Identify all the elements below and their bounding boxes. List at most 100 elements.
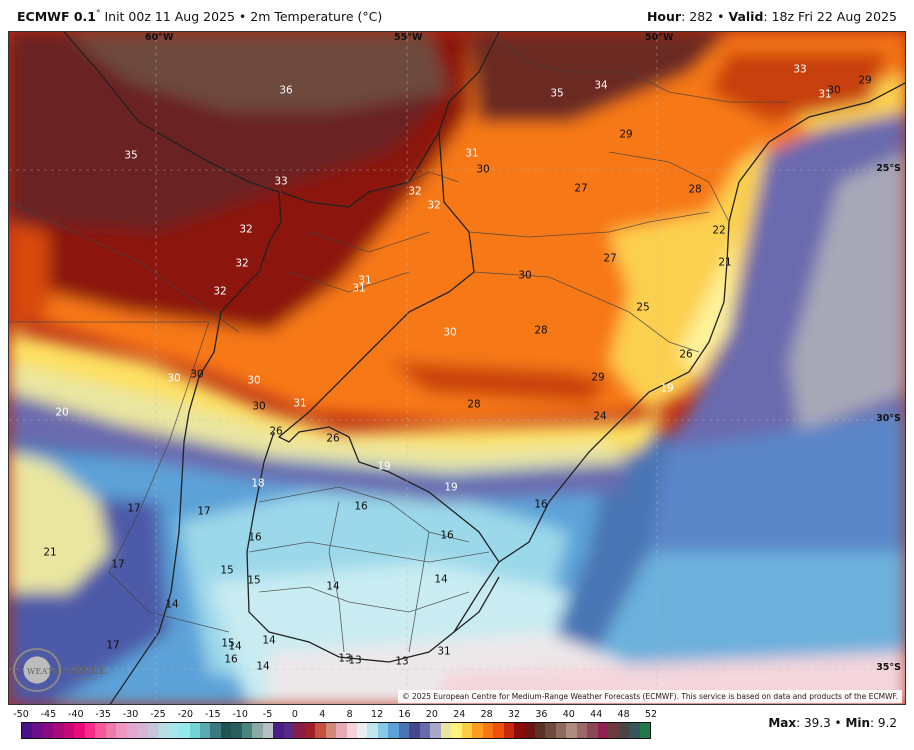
temperature-label: 29	[619, 128, 633, 141]
colorbar-swatch	[53, 723, 64, 738]
temperature-label: 31	[465, 147, 479, 160]
temperature-label: 27	[603, 252, 617, 265]
temperature-label: 30	[247, 374, 261, 387]
temperature-label: 26	[679, 348, 693, 361]
colorbar-swatch	[42, 723, 54, 738]
temperature-label: 17	[111, 558, 125, 571]
temperature-label: 16	[354, 500, 368, 513]
colorbar-tick-label: -45	[40, 709, 57, 720]
colorbar-swatch	[126, 723, 138, 738]
temperature-label: 13	[395, 655, 409, 668]
logo-text-big: BELL	[72, 664, 108, 677]
colorbar-swatch	[179, 723, 190, 738]
colorbar-swatch	[555, 723, 567, 738]
colorbar-swatch	[493, 723, 504, 738]
colorbar-swatch	[294, 723, 305, 738]
colorbar-swatch	[283, 723, 295, 738]
lat-label-25s: 25°S	[876, 163, 901, 174]
valid-time: Hour: 282 • Valid: 18z Fri 22 Aug 2025	[647, 9, 897, 24]
colorbar-swatch	[241, 723, 253, 738]
colorbar-swatch	[262, 723, 274, 738]
temperature-label: 30	[476, 163, 490, 176]
colorbar-swatch	[336, 723, 347, 738]
temperature-label: 19	[444, 481, 458, 494]
temperature-label: 31	[358, 274, 372, 287]
min-value: : 9.2	[870, 716, 897, 730]
colorbar-swatch	[419, 723, 431, 738]
colorbar-swatch	[189, 723, 200, 738]
colorbar-swatch	[367, 723, 378, 738]
max-label: Max	[768, 716, 797, 730]
min-label: Min	[845, 716, 871, 730]
temperature-label: 14	[256, 660, 270, 673]
colorbar-tick-label: 24	[453, 709, 466, 720]
temperature-label: 35	[124, 149, 138, 162]
temperature-label: 15	[220, 564, 234, 577]
colorbar-tick-label: 44	[590, 709, 603, 720]
colorbar-swatch	[545, 723, 556, 738]
colorbar-swatch	[566, 723, 577, 738]
colorbar-swatch	[430, 723, 441, 738]
temperature-label: 29	[591, 371, 605, 384]
lat-label-30s: 30°S	[876, 413, 901, 424]
temperature-label: 14	[262, 634, 276, 647]
colorbar-swatch	[231, 723, 242, 738]
colorbar-swatch	[199, 723, 211, 738]
colorbar-tick-label: -20	[177, 709, 194, 720]
temperature-label: 30	[190, 368, 204, 381]
temperature-label: 33	[793, 63, 807, 76]
temperature-label: 31	[293, 397, 307, 410]
valid-value: : 18z Fri 22 Aug 2025	[763, 9, 897, 24]
lat-label-35s: 35°S	[876, 662, 901, 673]
temperature-label: 14	[228, 640, 242, 653]
temperature-label: 26	[326, 432, 340, 445]
temperature-label: 30	[827, 84, 841, 97]
valid-label: Valid	[728, 9, 764, 24]
temperature-label: 32	[408, 185, 422, 198]
lon-label-60w: 60°W	[145, 32, 174, 43]
init-info: Init 00z 11 Aug 2025 • 2m Temperature (°…	[100, 9, 383, 24]
colorbar-swatch	[409, 723, 420, 738]
lon-label-50w: 50°W	[645, 32, 674, 43]
colorbar-swatch	[472, 723, 483, 738]
colorbar-swatch	[629, 723, 640, 738]
colorbar-swatch	[398, 723, 410, 738]
max-min-stats: Max: 39.3 • Min: 9.2	[768, 716, 897, 730]
map-title: ECMWF 0.1° Init 00z 11 Aug 2025 • 2m Tem…	[17, 9, 382, 24]
colorbar-tick-label: 0	[291, 709, 298, 720]
hour-label: Hour	[646, 9, 682, 24]
temperature-label: 17	[127, 502, 141, 515]
colorbar-swatch	[168, 723, 180, 738]
colorbar-swatch	[210, 723, 221, 738]
colorbar-swatch	[315, 723, 326, 738]
temperature-label: 30	[443, 326, 457, 339]
temperature-label: 28	[688, 183, 702, 196]
colorbar-swatch	[105, 723, 117, 738]
temperature-label: 30	[167, 372, 181, 385]
colorbar-swatch	[482, 723, 494, 738]
temperature-label: 14	[434, 573, 448, 586]
colorbar-tick-label: 28	[480, 709, 493, 720]
colorbar-swatch	[147, 723, 159, 738]
colorbar-swatch	[587, 723, 598, 738]
colorbar-swatch	[158, 723, 169, 738]
temperature-label: 32	[213, 285, 227, 298]
temperature-label: 16	[534, 498, 548, 511]
colorbar-swatch	[137, 723, 148, 738]
colorbar-swatch	[220, 723, 232, 738]
temperature-label: 29	[858, 74, 872, 87]
temperature-label: 32	[239, 223, 253, 236]
colorbar-swatch	[346, 723, 357, 738]
colorbar-swatch	[388, 723, 399, 738]
colorbar-tick-label: 12	[371, 709, 384, 720]
colorbar-legend: -50 -45 -40 -35 -30 -25 -20 -15 -10 -5 0 4 8 12 16 20 24…	[13, 709, 657, 745]
colorbar-tick-label: 36	[535, 709, 548, 720]
temperature-label: 22	[712, 224, 726, 237]
colorbar-tick-label: -15	[204, 709, 221, 720]
max-value: : 39.3 •	[796, 716, 846, 730]
colorbar-tick-label: -50	[13, 709, 29, 720]
colorbar-swatch	[576, 723, 588, 738]
weatherbell-logo: WEATHERBELL ANALYTICS LLC	[13, 646, 107, 694]
temperature-field	[9, 32, 905, 704]
temperature-label: 30	[518, 269, 532, 282]
